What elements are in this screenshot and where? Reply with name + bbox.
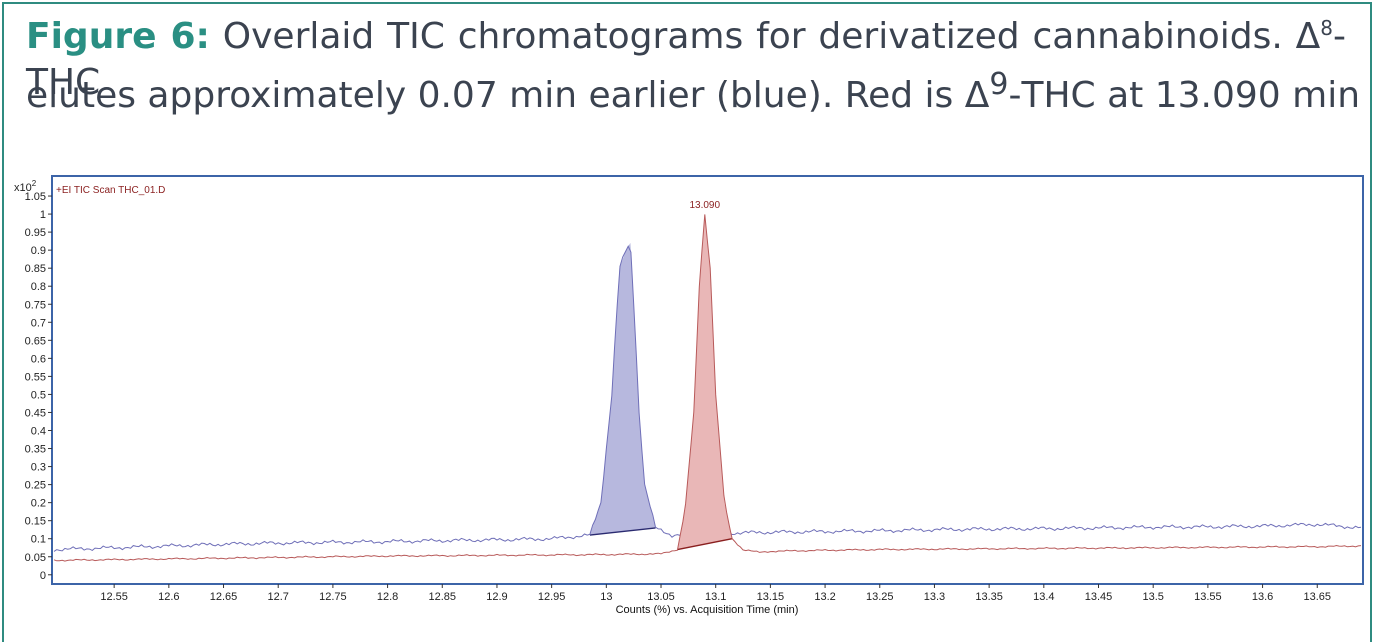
y-ticks: 0 0.05 0.1 0.15 0.2 0.25 0.3 0.35 0.4 0.45 0.5 0.55…	[25, 191, 52, 582]
caption-text-c: elutes approximately 0.07 min earlier (b…	[26, 75, 990, 116]
peak-label: 13.090	[689, 200, 720, 211]
y-tick-label: 0.45	[25, 407, 46, 419]
y-tick-label: 0.85	[25, 263, 46, 275]
caption-text-a: Overlaid TIC chromatograms for derivatiz…	[222, 16, 1321, 57]
y-tick-label: 0.2	[31, 498, 46, 510]
y-tick-label: 1	[40, 209, 46, 221]
x-tick-label: 13.55	[1194, 591, 1222, 603]
y-tick-label: 0.6	[31, 353, 46, 365]
y-tick-label: 0.95	[25, 227, 46, 239]
x-tick-label: 13.25	[866, 591, 894, 603]
caption-sup-b: 9	[989, 67, 1009, 102]
y-tick-label: 0.35	[25, 444, 46, 456]
y-tick-label: 0.75	[25, 299, 46, 311]
x-tick-label: 13.65	[1303, 591, 1331, 603]
x-tick-label: 13.6	[1252, 591, 1273, 603]
caption-text-d: -THC at 13.090 min	[1008, 75, 1361, 116]
series-trace-1	[53, 214, 1362, 562]
peak-area-0	[589, 242, 656, 536]
y-tick-label: 0.1	[31, 534, 46, 546]
series-layer	[53, 214, 1362, 562]
peak-baseline-0	[589, 527, 656, 536]
y-tick-label: 0.05	[25, 552, 46, 564]
caption-sup-a: 8	[1320, 16, 1333, 40]
y-tick-label: 0.55	[25, 371, 46, 383]
x-tick-label: 12.7	[268, 591, 289, 603]
y-tick-label: 0.8	[31, 281, 46, 293]
x-tick-label: 12.95	[538, 591, 566, 603]
y-tick-label: 0.15	[25, 516, 46, 528]
x-tick-label: 13.2	[814, 591, 835, 603]
y-tick-label: 1.05	[25, 191, 46, 203]
x-tick-label: 13.45	[1085, 591, 1113, 603]
y-tick-label: 0.3	[31, 462, 46, 474]
y-tick-label: 0.5	[31, 389, 46, 401]
chromatogram-chart: 0 0.05 0.1 0.15 0.2 0.25 0.3 0.35 0.4 0.45 0.5 0.55…	[14, 175, 1364, 616]
y-tick-label: 0.9	[31, 245, 46, 257]
x-tick-label: 13.1	[705, 591, 726, 603]
y-tick-label: 0.4	[31, 426, 46, 438]
peak-baseline-1	[677, 538, 733, 551]
caption-text-b: -THC	[26, 16, 1346, 103]
y-tick-label: 0.65	[25, 335, 46, 347]
x-tick-label: 12.75	[319, 591, 347, 603]
peak-area-1	[677, 214, 733, 550]
y-multiplier: x102	[14, 179, 37, 194]
x-tick-label: 13.3	[924, 591, 945, 603]
x-tick-label: 12.85	[429, 591, 457, 603]
figure-caption-line-1: Figure 6: Overlaid TIC chromatograms for…	[26, 14, 1346, 106]
x-tick-label: 12.8	[377, 591, 398, 603]
y-tick-label: 0	[40, 570, 46, 582]
x-tick-label: 13.15	[757, 591, 785, 603]
x-tick-label: 13.05	[647, 591, 675, 603]
x-tick-label: 12.6	[158, 591, 179, 603]
y-tick-label: 0.7	[31, 317, 46, 329]
x-tick-label: 13.35	[975, 591, 1003, 603]
x-tick-label: 12.9	[486, 591, 507, 603]
x-tick-label: 13.4	[1033, 591, 1054, 603]
x-axis-label: Counts (%) vs. Acquisition Time (min)	[616, 604, 799, 616]
figure-caption-line-2: elutes approximately 0.07 min earlier (b…	[26, 62, 1360, 119]
x-tick-label: 13	[600, 591, 612, 603]
x-ticks: 12.55 12.6 12.65 12.7 12.75 12.8 12.85 12.9 12.9…	[100, 584, 1331, 603]
figure-number: Figure 6:	[26, 16, 210, 57]
y-tick-label: 0.25	[25, 480, 46, 492]
x-tick-label: 12.65	[210, 591, 238, 603]
series-label: +EI TIC Scan THC_01.D	[56, 185, 165, 196]
x-tick-label: 12.55	[100, 591, 128, 603]
x-tick-label: 13.5	[1142, 591, 1163, 603]
